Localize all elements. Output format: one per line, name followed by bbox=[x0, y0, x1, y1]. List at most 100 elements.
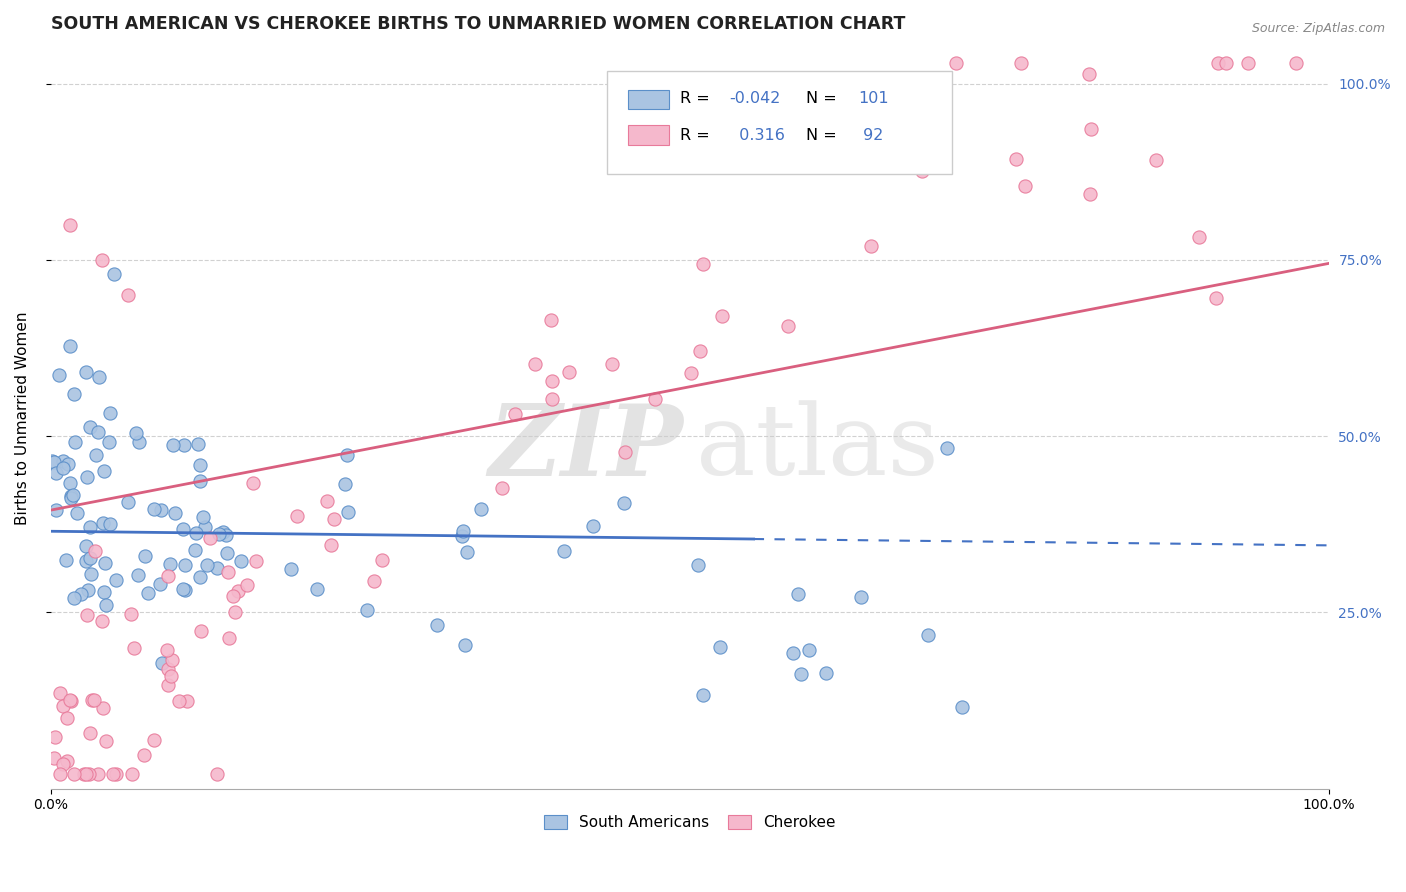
Point bbox=[363, 574, 385, 588]
Point bbox=[163, 506, 186, 520]
Point bbox=[79, 551, 101, 566]
Point bbox=[692, 688, 714, 702]
Text: R =: R = bbox=[679, 128, 714, 143]
Point bbox=[184, 543, 207, 558]
Point bbox=[1005, 153, 1028, 167]
Point bbox=[456, 545, 478, 559]
Point bbox=[97, 435, 120, 450]
Point bbox=[142, 502, 165, 516]
Text: atlas: atlas bbox=[696, 401, 939, 496]
Point bbox=[198, 531, 221, 545]
Point bbox=[644, 392, 666, 406]
Point bbox=[75, 365, 97, 379]
Point bbox=[1236, 55, 1258, 70]
Point bbox=[52, 454, 75, 468]
Point bbox=[87, 767, 110, 781]
Point bbox=[190, 458, 212, 472]
Point bbox=[76, 554, 98, 568]
Point bbox=[63, 767, 86, 781]
Point bbox=[91, 614, 114, 628]
Point bbox=[187, 437, 209, 451]
Point bbox=[56, 457, 79, 471]
FancyBboxPatch shape bbox=[606, 70, 952, 174]
Point bbox=[45, 466, 67, 480]
Point bbox=[59, 692, 82, 706]
Point bbox=[75, 539, 97, 553]
Point bbox=[75, 767, 97, 781]
Point bbox=[217, 546, 239, 560]
Point bbox=[323, 512, 346, 526]
Point bbox=[79, 726, 101, 740]
Bar bbox=[628, 90, 669, 109]
Point bbox=[87, 425, 110, 440]
Point bbox=[59, 218, 82, 232]
Point bbox=[79, 566, 101, 581]
Point bbox=[1014, 178, 1036, 193]
Point bbox=[1205, 291, 1227, 305]
Point bbox=[42, 455, 65, 469]
Point bbox=[849, 591, 872, 605]
Point bbox=[149, 577, 172, 591]
Point bbox=[63, 591, 86, 605]
Point bbox=[62, 488, 84, 502]
Point bbox=[307, 582, 329, 596]
Point bbox=[316, 494, 339, 508]
Point bbox=[454, 638, 477, 652]
Point bbox=[156, 642, 179, 657]
Point bbox=[73, 767, 96, 781]
Point bbox=[679, 366, 702, 380]
Point bbox=[540, 312, 562, 326]
Point bbox=[117, 495, 139, 509]
Point bbox=[491, 482, 513, 496]
Point bbox=[190, 624, 212, 639]
Point bbox=[159, 558, 181, 572]
Text: N =: N = bbox=[806, 91, 842, 106]
Point bbox=[337, 505, 360, 519]
Point bbox=[426, 618, 449, 632]
Point bbox=[877, 125, 900, 139]
Point bbox=[371, 552, 394, 566]
Point bbox=[692, 258, 714, 272]
Point bbox=[173, 582, 195, 597]
Bar bbox=[628, 126, 669, 145]
Point bbox=[218, 632, 240, 646]
Point bbox=[541, 375, 564, 389]
Point bbox=[122, 640, 145, 655]
Point bbox=[167, 693, 190, 707]
Point bbox=[162, 438, 184, 452]
Point bbox=[553, 544, 575, 558]
Point bbox=[59, 339, 82, 353]
Point bbox=[1078, 67, 1101, 81]
Point bbox=[157, 569, 180, 583]
Point bbox=[93, 464, 115, 478]
Point bbox=[613, 445, 636, 459]
Point bbox=[70, 587, 93, 601]
Point bbox=[172, 522, 194, 536]
Point bbox=[83, 693, 105, 707]
Point bbox=[93, 516, 115, 531]
Point bbox=[79, 520, 101, 534]
Point bbox=[104, 573, 127, 587]
Point bbox=[120, 607, 142, 621]
Point bbox=[136, 586, 159, 600]
Point bbox=[208, 527, 231, 541]
Point bbox=[214, 527, 236, 541]
Point bbox=[790, 666, 813, 681]
Point bbox=[52, 460, 75, 475]
Point bbox=[103, 267, 125, 281]
Point bbox=[96, 598, 118, 612]
Point bbox=[1010, 55, 1032, 70]
Point bbox=[450, 529, 472, 543]
Point bbox=[79, 420, 101, 434]
Text: ZIP: ZIP bbox=[488, 400, 683, 496]
Point bbox=[55, 553, 77, 567]
Point bbox=[89, 369, 111, 384]
Point bbox=[160, 668, 183, 682]
Point bbox=[285, 509, 308, 524]
Point bbox=[184, 526, 207, 541]
Point bbox=[194, 519, 217, 533]
Point bbox=[173, 437, 195, 451]
Point bbox=[1078, 187, 1101, 202]
Point bbox=[336, 448, 359, 462]
Point bbox=[172, 582, 194, 597]
